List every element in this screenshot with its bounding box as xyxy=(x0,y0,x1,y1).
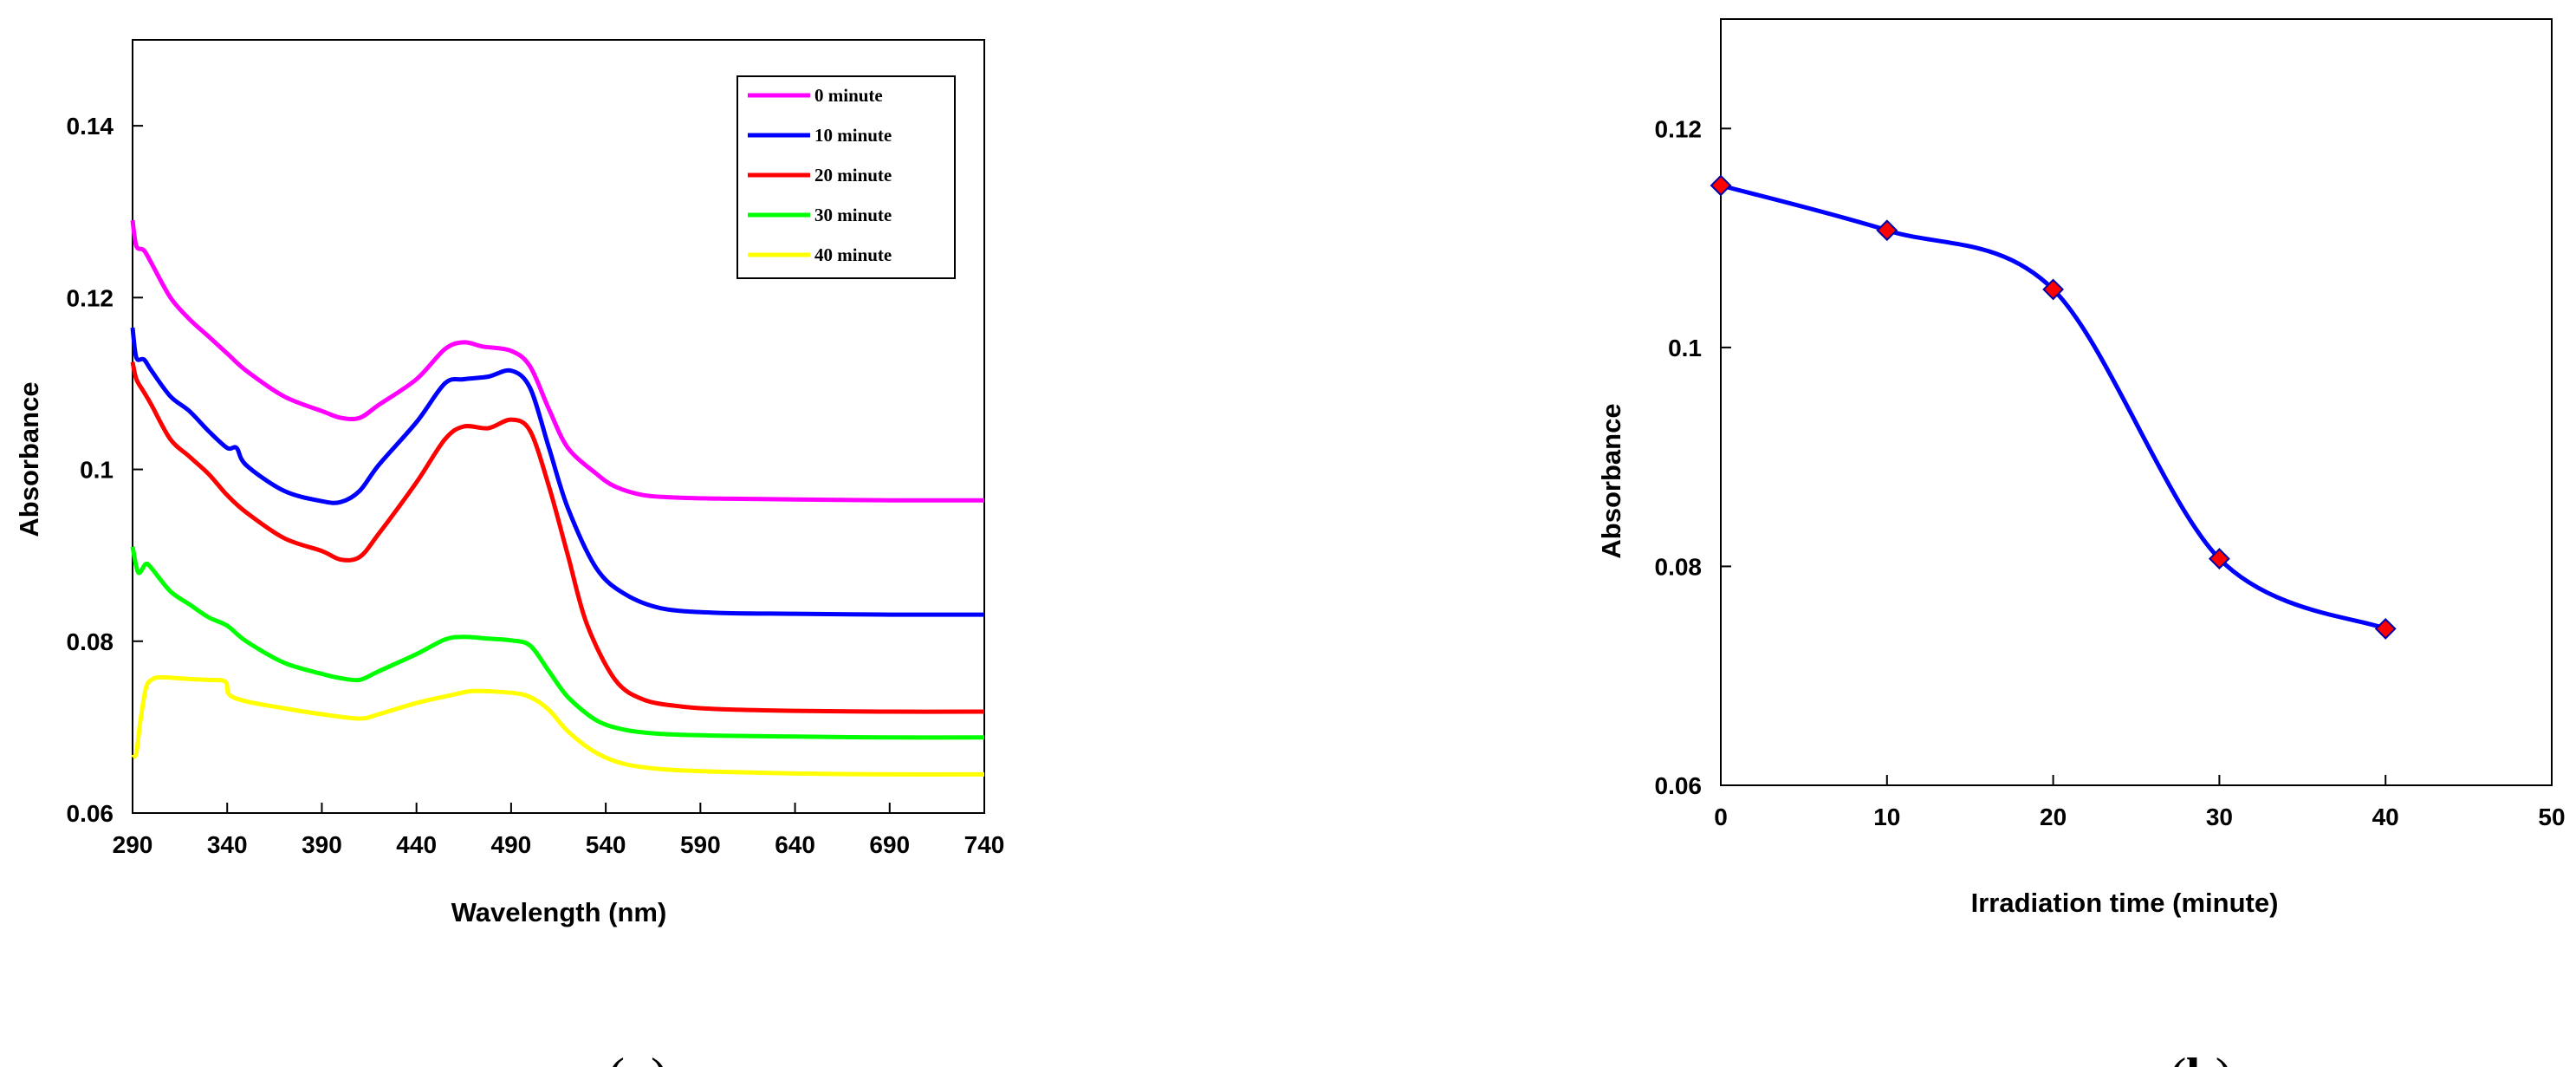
y-tick-label-a: 0.08 xyxy=(67,628,114,655)
y-axis-ticks-b: 0.06 0.08 0.1 0.12 xyxy=(1655,115,1731,799)
data-point-diamond xyxy=(1876,219,1898,242)
legend-a: 0 minute 10 minute 20 minute 30 minute 40 mi… xyxy=(736,75,956,279)
y-axis-ticks-a: 0.06 0.08 0.1 0.12 0.14 xyxy=(67,113,143,827)
plot-frame-b xyxy=(1720,18,2553,786)
series-line xyxy=(130,546,985,740)
data-point-diamond xyxy=(2374,617,2397,640)
x-tick-label-b: 10 xyxy=(1873,804,1900,830)
x-axis-ticks-b: 0 10 20 30 40 50 xyxy=(1714,775,2566,830)
y-tick-label-b: 0.06 xyxy=(1655,772,1703,799)
legend-label: 10 minute xyxy=(814,125,892,146)
legend-label: 30 minute xyxy=(814,205,892,225)
y-axis-title-a: Absorbance xyxy=(14,381,44,537)
x-tick-label-a: 590 xyxy=(680,831,721,858)
x-tick-label-b: 50 xyxy=(2538,804,2565,830)
y-tick-label-a: 0.12 xyxy=(67,284,114,311)
legend-label: 40 minute xyxy=(814,244,892,265)
series-line xyxy=(130,219,985,503)
y-tick-label-a: 0.06 xyxy=(67,800,114,827)
x-tick-label-a: 690 xyxy=(869,831,910,858)
x-tick-label-b: 0 xyxy=(1714,804,1728,830)
series-line xyxy=(1720,183,2387,631)
panel-label-a: (a) xyxy=(607,1048,668,1067)
x-axis-title-b: Irradiation time (minute) xyxy=(1971,888,2279,918)
series-line xyxy=(130,361,985,714)
y-tick-label-a: 0.1 xyxy=(80,457,114,484)
series-line xyxy=(131,674,985,777)
legend-label: 0 minute xyxy=(814,85,883,106)
x-tick-label-a: 740 xyxy=(964,831,1005,858)
data-point-diamond xyxy=(2208,548,2230,570)
y-tick-label-a: 0.14 xyxy=(67,113,114,140)
data-point-diamond xyxy=(1710,174,1732,197)
x-tick-label-a: 340 xyxy=(207,831,248,858)
legend-label: 20 minute xyxy=(814,165,892,185)
y-axis-title-b: Absorbance xyxy=(1596,403,1626,558)
x-axis-title-a: Wavelength (nm) xyxy=(451,897,667,927)
x-tick-label-a: 640 xyxy=(775,831,815,858)
panel-label-b: (b) xyxy=(2169,1048,2232,1067)
chart-panel-b: 0.06 0.08 0.1 0.12 0 10 20 30 40 50 Irradiation … xyxy=(1596,18,2566,918)
series-lines-a xyxy=(130,219,985,777)
y-tick-label-b: 0.12 xyxy=(1655,115,1703,142)
y-tick-label-b: 0.08 xyxy=(1655,553,1703,580)
data-point-diamond xyxy=(2042,278,2065,301)
x-tick-label-b: 40 xyxy=(2372,804,2399,830)
x-tick-label-a: 440 xyxy=(396,831,437,858)
x-tick-label-a: 390 xyxy=(302,831,342,858)
chart-panel-a: 0.06 0.08 0.1 0.12 0.14 290 340 390 440 490 540 59… xyxy=(14,39,1005,927)
data-markers-b xyxy=(1710,174,2397,640)
x-tick-label-a: 490 xyxy=(491,831,532,858)
x-tick-label-a: 540 xyxy=(586,831,626,858)
series-line xyxy=(130,327,985,617)
x-tick-label-a: 290 xyxy=(113,831,153,858)
series-line-b xyxy=(1720,183,2387,631)
x-tick-label-b: 20 xyxy=(2040,804,2067,830)
plot-frame-a xyxy=(132,39,985,814)
y-tick-label-b: 0.1 xyxy=(1668,335,1702,361)
x-tick-label-b: 30 xyxy=(2206,804,2233,830)
x-axis-ticks-a: 290 340 390 440 490 540 590 640 690 740 xyxy=(113,803,1005,858)
